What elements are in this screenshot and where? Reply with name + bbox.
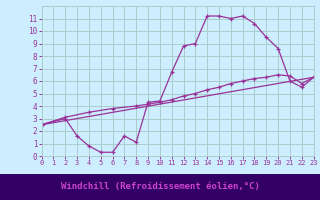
Text: Windchill (Refroidissement éolien,°C): Windchill (Refroidissement éolien,°C) [60, 182, 260, 192]
